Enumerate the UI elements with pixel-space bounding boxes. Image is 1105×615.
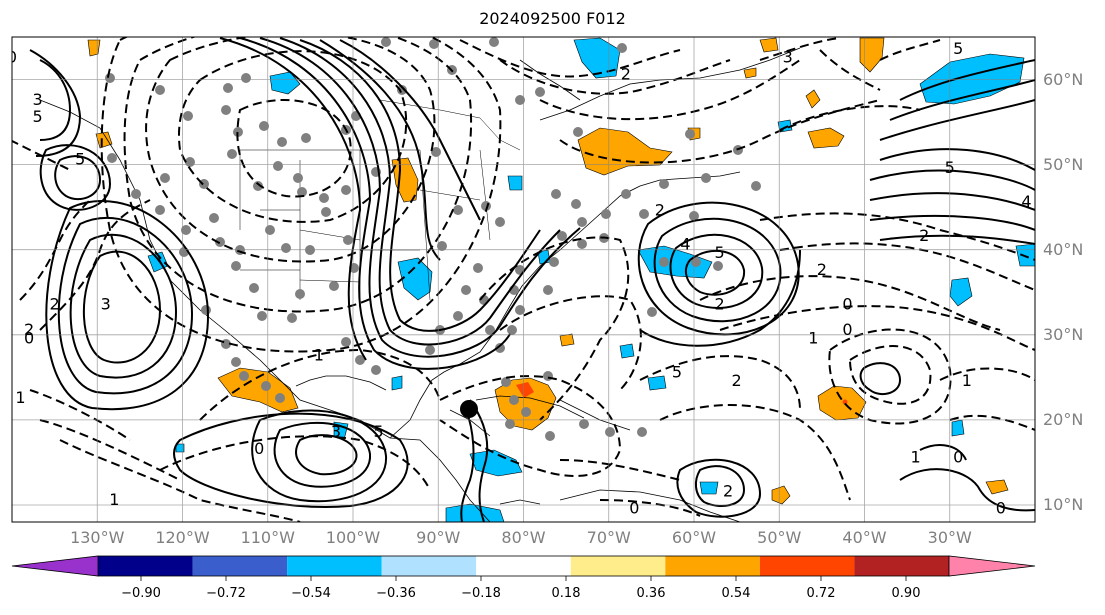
contour-label: 0 bbox=[842, 294, 852, 313]
contour-label: 2 bbox=[732, 371, 742, 390]
contour-label: 2 bbox=[919, 226, 929, 245]
contour-label: 2 bbox=[655, 201, 665, 220]
lat-label: 50°N bbox=[1043, 154, 1084, 174]
colorbar-tick-label: 0.90 bbox=[891, 586, 921, 601]
lat-label: 30°N bbox=[1043, 324, 1084, 344]
contour-label: 1 bbox=[962, 371, 972, 390]
contour-label: 0 bbox=[629, 498, 639, 517]
contour-label: 1 bbox=[15, 388, 25, 407]
colorbar-tick-label: −0.90 bbox=[121, 586, 161, 601]
colorbar-cell bbox=[381, 556, 477, 576]
colorbar-tick-label: 0.54 bbox=[721, 586, 751, 601]
contour-label: 0 bbox=[24, 328, 34, 347]
contour-label: 2 bbox=[817, 260, 827, 279]
lon-label: 60°W bbox=[671, 528, 717, 547]
storm-center-marker bbox=[460, 400, 478, 418]
contour-label: 2 bbox=[621, 65, 631, 84]
colorbar-cell bbox=[854, 556, 949, 576]
contour-label: 1 bbox=[808, 328, 818, 347]
contour-label: 4 bbox=[680, 235, 690, 254]
colorbar-cell bbox=[476, 556, 571, 576]
lat-label: 60°N bbox=[1043, 69, 1084, 89]
contour-label: 0 bbox=[254, 439, 264, 458]
lon-label: 50°W bbox=[757, 528, 802, 547]
contour-label: 5 bbox=[75, 150, 85, 169]
contour-label: 3 bbox=[101, 294, 111, 313]
colorbar-tick-label: −0.54 bbox=[291, 586, 331, 601]
lon-label: 130°W bbox=[70, 528, 125, 547]
lon-label: 110°W bbox=[240, 528, 295, 547]
colorbar-tick-label: 0.72 bbox=[806, 586, 836, 601]
lat-label: 40°N bbox=[1043, 239, 1084, 259]
colorbar-extend-left bbox=[11, 555, 99, 577]
contour-label: 5 bbox=[953, 39, 963, 58]
colorbar-tick-label: 0.36 bbox=[636, 586, 666, 601]
lon-label: 120°W bbox=[155, 528, 210, 547]
contour-label: 5 bbox=[373, 422, 383, 441]
lon-label: 90°W bbox=[416, 528, 461, 547]
contours-positive bbox=[29, 37, 1035, 522]
contour-label: 0 bbox=[953, 447, 963, 466]
contour-label: 2 bbox=[50, 294, 60, 313]
colorbar-cell bbox=[192, 556, 288, 576]
lon-label: 80°W bbox=[501, 528, 546, 547]
station-dots bbox=[105, 37, 761, 441]
contour-label: 1 bbox=[109, 490, 119, 509]
contour-label: 2 bbox=[723, 481, 733, 500]
lat-label: 20°N bbox=[1043, 409, 1084, 429]
colorbar-tick-label: −0.72 bbox=[206, 586, 246, 601]
contour-label: 5 bbox=[714, 243, 724, 262]
contour-label: 5 bbox=[945, 158, 955, 177]
colorbar-extend-right bbox=[948, 555, 1036, 577]
colorbar-tick-label: −0.18 bbox=[461, 586, 501, 601]
colorbar-cell bbox=[665, 556, 760, 576]
contour-label: 1 bbox=[911, 447, 921, 466]
contour-label: 3 bbox=[331, 422, 341, 441]
coastlines bbox=[39, 47, 801, 522]
contour-label: 2 bbox=[714, 294, 724, 313]
colorbar-cell bbox=[287, 556, 382, 576]
contour-label: 0 bbox=[996, 498, 1006, 517]
contour-label: 1 bbox=[314, 345, 324, 364]
contour-label: 5 bbox=[32, 107, 42, 126]
colorbar-cell bbox=[98, 556, 193, 576]
colorbar bbox=[11, 555, 1036, 581]
colorbar-cell bbox=[759, 556, 855, 576]
map-frame bbox=[11, 36, 1036, 523]
lon-label: 100°W bbox=[325, 528, 381, 547]
contour-label: 3 bbox=[32, 90, 42, 109]
colorbar-cell bbox=[570, 556, 666, 576]
contour-label: 0 bbox=[7, 48, 17, 67]
contour-label: 4 bbox=[1021, 192, 1031, 211]
colorbar-tick-label: −0.36 bbox=[376, 586, 416, 601]
gridlines bbox=[12, 37, 1035, 522]
contour-label: 3 bbox=[783, 48, 793, 67]
lon-label: 40°W bbox=[842, 528, 887, 547]
lon-label: 70°W bbox=[586, 528, 631, 547]
contour-label: 2 bbox=[24, 320, 34, 339]
colorbar-tick-label: 0.18 bbox=[551, 586, 581, 601]
lat-label: 10°N bbox=[1043, 494, 1084, 514]
contour-label: 5 bbox=[672, 362, 682, 381]
map-title: 2024092500 F012 bbox=[479, 9, 626, 28]
contour-label: 0 bbox=[842, 320, 852, 339]
lon-label: 30°W bbox=[927, 528, 972, 547]
